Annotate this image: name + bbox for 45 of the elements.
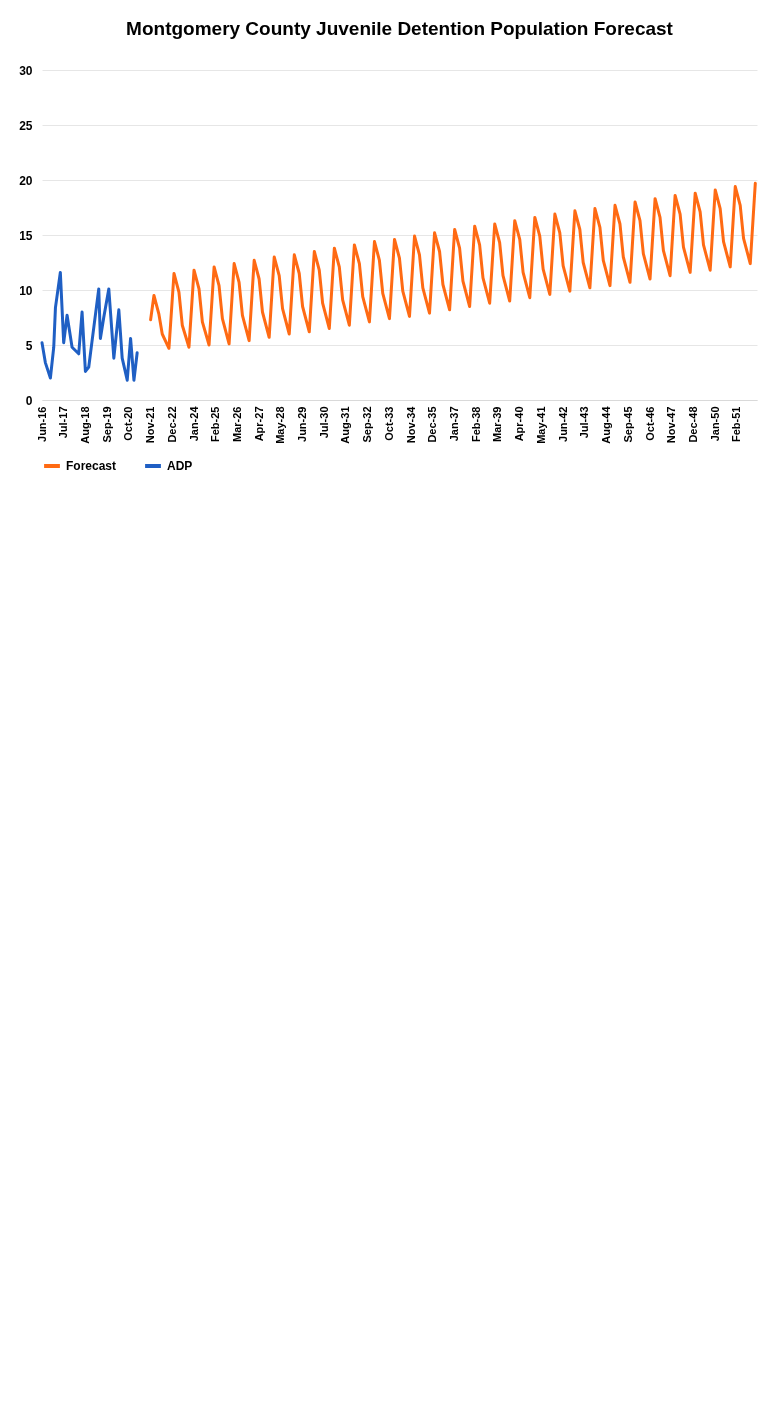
x-tick-label: Jul-17 [57, 406, 70, 439]
x-tick-label: Oct-33 [382, 406, 395, 441]
x-tick-label: Sep-45 [621, 406, 634, 443]
x-tick-label: Dec-35 [426, 406, 439, 443]
y-tick-label: 15 [19, 228, 33, 243]
x-tick-label: Sep-19 [100, 406, 113, 443]
legend-label: Forecast [66, 459, 117, 473]
x-tick-label: Apr-27 [252, 406, 265, 442]
x-tick-label: Jun-16 [35, 406, 48, 442]
x-tick-label: Feb-51 [730, 406, 743, 442]
legend-label: ADP [167, 459, 193, 473]
x-tick-label: Dec-48 [687, 406, 699, 443]
x-tick-label: Aug-18 [78, 406, 91, 444]
y-tick-label: 10 [19, 283, 33, 298]
x-tick-label: Jun-29 [296, 406, 309, 442]
x-tick-label: Jan-24 [187, 405, 200, 442]
x-tick-label: Nov-47 [665, 406, 678, 444]
x-tick-label: Jul-43 [578, 406, 591, 439]
x-tick-label: Mar-39 [491, 406, 504, 442]
x-tick-label: Nov-21 [144, 406, 157, 444]
y-tick-label: 5 [25, 338, 33, 353]
x-tick-label: Feb-25 [209, 406, 222, 442]
x-tick-label: Jan-50 [708, 406, 721, 442]
x-tick-label: May-28 [274, 406, 287, 444]
y-tick-label: 25 [19, 118, 33, 133]
x-tick-label: Feb-38 [469, 406, 482, 442]
x-tick-label: Oct-20 [122, 406, 135, 441]
line-series [40, 270, 139, 382]
x-tick-label: Jun-42 [556, 406, 569, 442]
x-tick-label: Mar-26 [230, 406, 243, 442]
x-tick-label: Aug-44 [600, 405, 613, 444]
y-tick-label: 20 [19, 173, 33, 188]
y-tick-label: 0 [25, 393, 33, 408]
x-tick-label: Aug-31 [339, 406, 352, 444]
x-tick-label: Jan-37 [448, 406, 461, 442]
y-tick-label: 30 [19, 63, 33, 78]
x-tick-label: Nov-34 [404, 405, 417, 444]
x-tick-label: Sep-32 [361, 406, 374, 443]
x-tick-label: Dec-22 [165, 406, 178, 443]
x-tick-label: Oct-46 [643, 406, 656, 441]
line-series [149, 181, 757, 350]
x-tick-label: Jul-30 [317, 406, 330, 439]
x-tick-label: May-41 [534, 406, 547, 444]
chart-title: Montgomery County Juvenile Detention Population Forecast [126, 18, 674, 39]
x-tick-label: Apr-40 [513, 406, 526, 442]
